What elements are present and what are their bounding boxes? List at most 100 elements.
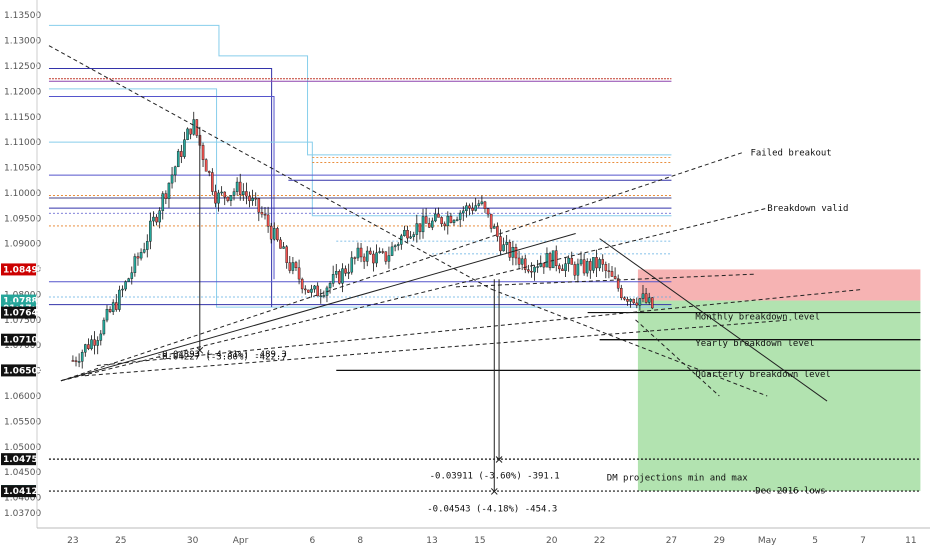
candle-body (396, 244, 400, 246)
candle-body (607, 270, 611, 272)
candle-body (489, 213, 493, 229)
candle-body (170, 174, 174, 184)
candle-body (223, 191, 227, 198)
candle-body (452, 220, 456, 223)
candle-body (576, 263, 580, 276)
price-badge (1, 306, 36, 319)
annotation-label: Dec 2016 lows (755, 486, 825, 496)
candle-body (303, 288, 307, 291)
candle-body (499, 236, 502, 252)
y-tick-label: 1.03700 (4, 509, 41, 519)
candle-body (313, 285, 316, 290)
candle-body (186, 128, 189, 140)
candle-body (558, 265, 561, 270)
y-tick-label: 1.07500 (4, 316, 41, 326)
price-badge-label: 1.04756 (3, 455, 44, 465)
projection-marker (495, 456, 503, 463)
candle-body (87, 344, 90, 349)
candle-body (297, 267, 301, 280)
stop-zone (637, 269, 921, 301)
candle-body (536, 266, 539, 268)
candle-body (554, 250, 558, 266)
trend-lines (48, 45, 864, 402)
candle-body (155, 216, 158, 223)
price-badge-label: 1.07643 (3, 309, 44, 319)
candle-body (93, 339, 96, 346)
trend-line (599, 238, 828, 402)
candle-body (514, 247, 518, 259)
candle-body (465, 205, 468, 212)
y-tick-label: 1.11000 (4, 138, 41, 148)
candle-body (517, 257, 521, 265)
x-axis[interactable]: 23 25 30 Apr 6 8 13 15 20 22 27 29 May 5 7 11 (37, 527, 930, 546)
trade-zones (637, 269, 921, 492)
candle-body (235, 181, 239, 192)
candle-body (573, 264, 577, 276)
candle-body (570, 257, 574, 265)
candle-body (201, 145, 205, 160)
candle-body (282, 246, 285, 249)
trend-line (96, 288, 864, 367)
candle-body (90, 339, 93, 349)
candle-body (418, 223, 422, 233)
annotation-label: Monthly breakdown level (695, 312, 820, 322)
candle-body (238, 181, 242, 195)
annotation-label: Yearly breakdown level (695, 339, 814, 349)
candle-body (474, 205, 477, 211)
candle-body (406, 230, 409, 239)
candle-body (161, 193, 165, 211)
candle-body (505, 242, 508, 245)
candle-body (232, 191, 236, 196)
candle-body (564, 263, 567, 271)
candle-body (545, 253, 549, 268)
candle-body (613, 276, 617, 279)
candle-body (502, 244, 505, 252)
candle-body (533, 266, 536, 273)
candle-body (601, 259, 604, 265)
candle-body (319, 295, 323, 297)
candle-body (124, 281, 127, 290)
y-tick-label: 1.05000 (4, 443, 41, 453)
candle-body (257, 198, 261, 213)
candle-body (585, 261, 589, 274)
trend-line (84, 319, 792, 377)
candle-body (242, 191, 245, 195)
y-tick-label: 1.07000 (4, 341, 41, 351)
candle-body (226, 196, 230, 201)
candle-body (378, 251, 381, 253)
candle-body (527, 269, 530, 272)
candle-body (589, 261, 592, 271)
candle-body (84, 344, 87, 353)
price-badge (1, 485, 36, 498)
annotation-label: DM projections min and max (607, 474, 748, 484)
y-tick-label: 1.09500 (4, 214, 41, 224)
y-tick-label: 1.11500 (4, 113, 41, 123)
candle-body (632, 298, 635, 304)
annotation-label: Breakdown valid (767, 204, 848, 214)
candle-body (480, 201, 484, 204)
step-line (48, 141, 672, 217)
candle-body (105, 309, 109, 321)
trend-line (635, 319, 720, 397)
candle-body (647, 297, 651, 303)
target-zone (637, 300, 921, 492)
candle-body (353, 257, 357, 259)
candle-body (356, 247, 360, 259)
candle-body (443, 223, 446, 227)
trend-line (48, 45, 493, 290)
x-tick-label: 25 (115, 536, 126, 546)
candle-body (266, 214, 270, 227)
candle-body (530, 270, 533, 273)
trend-line (455, 273, 756, 288)
x-tick-label: 7 (860, 536, 866, 546)
x-tick-label: 15 (474, 536, 485, 546)
candle-body (164, 193, 168, 199)
candle-body (328, 283, 332, 289)
projection-marker (196, 346, 204, 354)
candle-body (620, 287, 623, 299)
x-tick-label: Apr (233, 536, 249, 546)
price-badge (1, 364, 36, 377)
x-tick-label: 29 (714, 536, 726, 546)
candle-body (111, 302, 115, 312)
